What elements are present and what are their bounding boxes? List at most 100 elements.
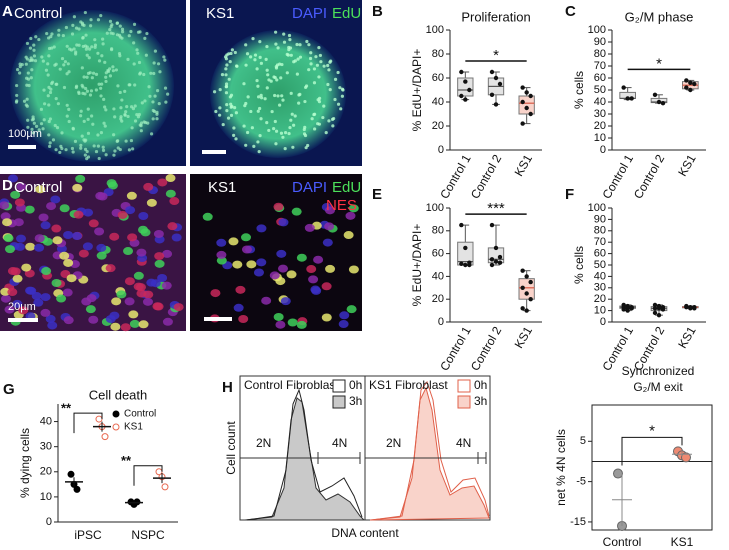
cell [322, 238, 333, 247]
cell [246, 260, 257, 269]
cell [258, 106, 262, 111]
cell [256, 109, 260, 113]
cell [119, 106, 123, 110]
cell [325, 264, 336, 273]
point [629, 96, 634, 101]
cell [277, 264, 288, 273]
cell [114, 68, 118, 72]
cell [275, 320, 286, 329]
cell [279, 131, 284, 135]
cell [143, 99, 147, 103]
legend-label: 3h [474, 394, 487, 408]
cell [12, 274, 23, 283]
point [520, 99, 525, 105]
cell [49, 35, 53, 39]
cell [99, 94, 103, 98]
cell [88, 219, 99, 228]
cell [33, 59, 38, 63]
cell [120, 98, 124, 102]
cell [144, 120, 148, 125]
cell [47, 46, 52, 51]
cell [270, 109, 274, 114]
y-tick-label: 40 [594, 270, 606, 282]
cell [278, 103, 282, 107]
cell [79, 109, 83, 113]
cell [274, 129, 279, 133]
cell [14, 100, 19, 104]
cell [69, 48, 74, 52]
cell [14, 198, 25, 207]
cell [283, 131, 288, 135]
cell [136, 289, 147, 298]
cell [151, 117, 155, 121]
cell [253, 268, 264, 277]
cell [0, 212, 11, 221]
y-tick-label: 40 [432, 96, 444, 108]
cell [31, 115, 35, 119]
cell [26, 118, 30, 122]
cell [281, 98, 285, 102]
cell [80, 134, 84, 138]
cell [24, 62, 28, 66]
x-tick-label: KS1 [675, 152, 699, 179]
cell [133, 282, 144, 291]
cell [107, 181, 118, 190]
histogram-0h [371, 380, 490, 521]
y-tick-label: 100 [588, 202, 606, 214]
point [520, 306, 525, 311]
cell [348, 265, 359, 274]
cell [257, 150, 261, 154]
cell [225, 103, 229, 107]
cell [55, 126, 60, 130]
cell [249, 109, 253, 114]
cell [97, 82, 101, 86]
cell [133, 271, 144, 280]
cell [123, 113, 127, 117]
cell [77, 27, 81, 31]
cell [132, 41, 136, 45]
cell [230, 48, 234, 52]
stain-label: NES [326, 197, 357, 214]
cell [104, 75, 108, 79]
cell [28, 58, 32, 63]
cell [27, 83, 31, 88]
cell [252, 144, 256, 148]
cell [105, 31, 109, 35]
cell [144, 53, 148, 57]
x-tick-label: Control [603, 535, 642, 549]
point [133, 498, 141, 506]
cell [33, 298, 44, 307]
cell [16, 67, 20, 72]
cell [86, 294, 97, 303]
cell [163, 58, 167, 62]
cell [228, 95, 232, 99]
significance: ** [61, 401, 72, 416]
cell [285, 71, 289, 75]
cell [121, 30, 125, 34]
cell [225, 63, 229, 67]
point [463, 97, 468, 102]
cell [309, 51, 313, 55]
cell [232, 133, 236, 137]
cell [261, 296, 272, 305]
cell [312, 81, 317, 85]
legend-swatch [332, 395, 346, 409]
cell [321, 115, 325, 120]
point [528, 297, 533, 302]
cell [274, 142, 278, 146]
cell [41, 127, 45, 131]
cell [41, 267, 52, 276]
cell [62, 288, 73, 297]
cell [124, 297, 135, 306]
cell [91, 122, 95, 126]
cell [45, 314, 56, 323]
cell [163, 86, 168, 90]
y-tick-label: 0 [46, 516, 52, 528]
cell [67, 70, 71, 74]
panel-label: B [372, 3, 383, 20]
cell [63, 258, 74, 267]
cell [124, 110, 128, 114]
cell [117, 210, 128, 219]
cell [273, 93, 277, 98]
cell [233, 303, 244, 312]
